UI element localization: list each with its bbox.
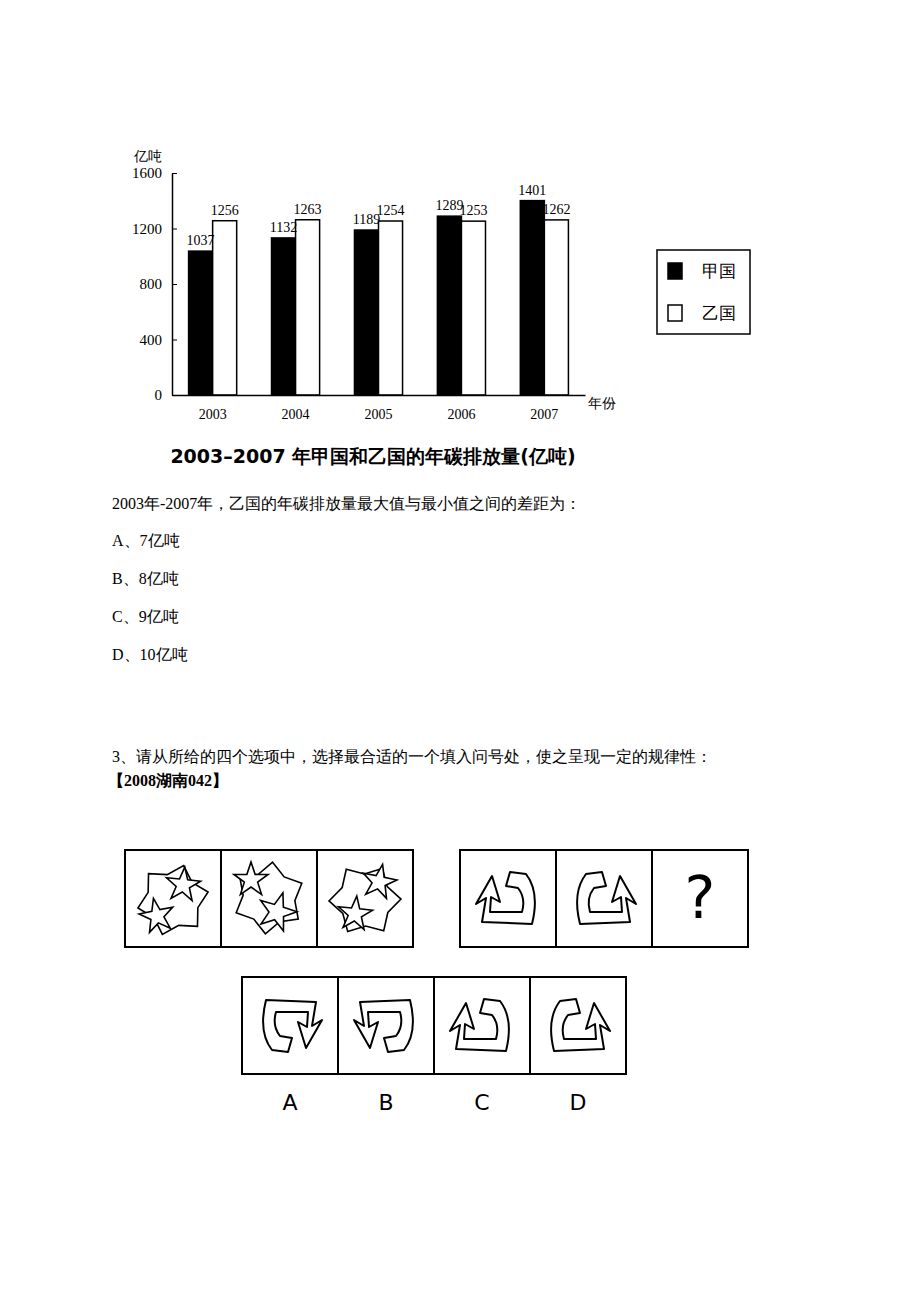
star-shape [167,867,201,900]
star-shape [236,862,302,934]
question-option: C、9亿吨 [112,608,179,625]
bar [354,230,378,395]
option-cell [434,977,530,1074]
x-tick-label: 2003 [199,407,227,422]
y-axis-title: 亿吨 [133,148,162,164]
star-shape [234,862,268,895]
y-tick-label: 1600 [132,165,162,181]
option-label: A [282,1090,297,1115]
bar [461,221,485,395]
data-label: 1037 [187,233,215,248]
arrow-shape [450,999,509,1051]
option-label: B [378,1090,393,1115]
y-tick-label: 1200 [132,221,162,237]
data-label: 1263 [294,202,322,217]
data-labels: 1037113211891289140112561263125412531262 [187,183,571,249]
question-stem: 2003年-2007年，乙国的年碳排放量最大值与最小值之间的差距为： [112,495,581,512]
x-axis-line [173,395,586,397]
question-option: B、8亿吨 [112,570,179,587]
puzzle-cell [556,850,652,947]
x-tick: 2007 [530,395,558,422]
y-tick-label: 800 [140,276,163,292]
bar [296,220,320,395]
arrow-shape [263,1000,322,1052]
option-label: C [474,1090,489,1115]
y-tick-mark [172,284,177,285]
bars [189,201,569,395]
chart-title: 2003–2007 年甲国和乙国的年碳排放量(亿吨) [170,445,575,467]
star-shape [138,866,208,935]
y-tick-label: 400 [140,332,163,348]
star-shape [363,864,397,898]
x-axis-title: 年份 [588,395,616,411]
arrow-shape [551,999,610,1051]
legend-label: 甲国 [702,261,736,281]
y-tick: 800 [140,276,178,292]
y-tick-label: 0 [155,387,163,403]
x-tick: 2005 [365,395,393,422]
data-label: 1254 [377,203,405,218]
arrow-shape [476,872,535,924]
x-tick-label: 2006 [447,407,475,422]
legend-swatch [668,305,682,321]
chart: 0 400 800 1200 1600 2003 2004 2005 2006 2007 1037 1… [132,148,750,467]
option-cell [530,977,626,1074]
bar [379,221,403,395]
figure-puzzle: ? [125,850,748,1074]
star-shape [339,896,373,929]
y-tick: 1200 [132,221,177,237]
y-axis: 0 400 800 1200 1600 [132,165,177,403]
x-tick: 2003 [199,395,227,422]
bar [437,216,461,395]
x-tick-label: 2005 [365,407,393,422]
arrow-shape [577,872,636,924]
question-option: A、7亿吨 [112,532,180,549]
data-label: 1253 [459,203,487,218]
puzzle-cell [221,850,317,947]
x-tick-label: 2004 [282,407,310,422]
y-tick-mark [172,173,177,174]
x-tick: 2006 [447,395,475,422]
y-tick: 400 [140,332,178,348]
star-shape [261,893,297,931]
bar [213,221,237,395]
option-label: D [570,1090,587,1115]
y-tick: 1600 [132,165,177,181]
option-cell [242,977,338,1074]
y-tick-mark [172,229,177,230]
data-label: 1401 [518,183,546,198]
x-tick-label: 2007 [530,407,558,422]
bar [544,220,568,395]
bar [520,201,544,395]
legend-label: 乙国 [702,303,736,323]
legend-swatch [668,263,682,279]
x-tick: 2004 [282,395,310,422]
question-mark: ? [685,864,716,932]
bar [189,251,213,395]
option-cell [338,977,434,1074]
question-source: 【2008湖南042】 [108,772,228,789]
puzzle-cell [125,850,221,947]
puzzle-cell [460,850,556,947]
question-option: D、10亿吨 [112,646,188,663]
star-shape [139,898,173,932]
x-axis: 2003 2004 2005 2006 2007 [173,395,586,422]
legend-box [657,250,750,334]
data-label: 1256 [211,203,239,218]
page: 0 400 800 1200 1600 2003 2004 2005 2006 2007 1037 1… [0,0,920,1302]
data-label: 1262 [542,202,570,217]
data-label: 1132 [270,220,297,235]
y-tick-mark [172,340,177,341]
legend: 甲国乙国 [657,250,750,334]
arrow-shape [354,1000,413,1052]
puzzle-cell [652,850,748,947]
bar [272,238,296,395]
question-stem: 3、请从所给的四个选项中，选择最合适的一个填入问号处，使之呈现一定的规律性： [112,748,712,765]
puzzle-cell [317,850,413,947]
